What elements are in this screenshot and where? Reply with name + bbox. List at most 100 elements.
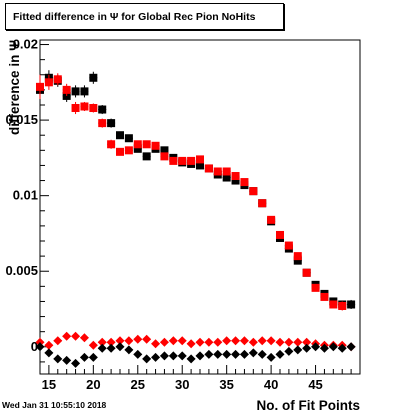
data-point-diamond-4: [168, 351, 178, 361]
data-point-diamond-4: [257, 349, 267, 359]
x-axis-label: No. of Fit Points: [257, 398, 361, 413]
data-point-square-2: [267, 215, 276, 224]
data-point-square-2: [187, 156, 196, 165]
data-point-square-2: [213, 167, 222, 176]
timestamp: Wed Jan 31 10:55:10 2018: [2, 400, 107, 410]
x-tick-label: 45: [308, 377, 322, 392]
data-point-square-2: [36, 82, 44, 91]
data-point-square-1: [231, 176, 240, 185]
data-point-diamond-4: [44, 348, 54, 358]
data-point-diamond-3: [53, 336, 63, 346]
data-point-diamond-4: [311, 342, 321, 352]
data-point-square-1: [222, 173, 231, 182]
data-point-square-2: [160, 152, 169, 161]
data-point-square-1: [116, 131, 124, 140]
data-point-diamond-4: [62, 355, 72, 365]
data-point-diamond-3: [248, 337, 258, 347]
data-point-square-1: [124, 134, 133, 143]
data-point-diamond-4: [328, 342, 338, 352]
data-point-diamond-3: [142, 334, 152, 344]
data-point-diamond-4: [186, 354, 196, 364]
y-tick-label: 0.015: [5, 112, 38, 127]
data-point-diamond-4: [346, 342, 356, 352]
data-point-square-2: [178, 156, 187, 165]
data-point-square-2: [240, 178, 249, 187]
data-point-square-1: [107, 119, 116, 128]
data-point-square-2: [311, 283, 320, 292]
data-point-square-2: [151, 141, 160, 150]
data-point-diamond-4: [53, 354, 63, 364]
data-point-square-2: [284, 241, 293, 250]
data-point-diamond-4: [115, 342, 125, 352]
data-point-diamond-4: [88, 352, 98, 362]
data-point-diamond-4: [337, 343, 347, 353]
data-point-diamond-4: [213, 349, 223, 359]
data-point-diamond-3: [231, 336, 241, 346]
data-point-diamond-3: [204, 337, 214, 347]
data-point-square-2: [249, 187, 258, 196]
data-point-diamond-4: [79, 352, 89, 362]
data-point-diamond-4: [302, 343, 312, 353]
data-point-diamond-4: [204, 349, 214, 359]
y-tick-label: 0.02: [13, 37, 38, 52]
data-point-diamond-3: [195, 337, 205, 347]
data-point-diamond-3: [62, 331, 72, 341]
data-point-diamond-3: [159, 337, 169, 347]
data-point-square-2: [53, 75, 62, 84]
data-point-square-2: [222, 167, 231, 176]
data-point-diamond-4: [142, 354, 152, 364]
data-point-diamond-3: [115, 336, 125, 346]
data-point-diamond-3: [97, 337, 107, 347]
data-point-square-2: [89, 104, 98, 113]
x-tick-label: 20: [86, 377, 100, 392]
data-point-diamond-4: [293, 345, 303, 355]
data-point-diamond-4: [222, 349, 232, 359]
data-point-diamond-3: [106, 337, 116, 347]
data-point-diamond-3: [124, 336, 134, 346]
data-point-diamond-4: [106, 343, 116, 353]
data-point-square-2: [169, 156, 178, 165]
data-point-square-1: [293, 256, 302, 265]
data-point-diamond-3: [293, 337, 303, 347]
data-point-square-1: [98, 105, 107, 114]
data-point-diamond-3: [213, 337, 223, 347]
data-point-diamond-3: [79, 333, 89, 343]
data-point-diamond-3: [257, 336, 267, 346]
data-point-diamond-3: [44, 340, 54, 350]
x-tick-label: 25: [131, 377, 145, 392]
data-point-diamond-4: [71, 358, 81, 368]
data-point-diamond-3: [266, 336, 276, 346]
data-point-diamond-4: [284, 346, 294, 356]
data-point-square-2: [338, 301, 347, 310]
data-point-diamond-4: [159, 351, 169, 361]
data-point-square-2: [116, 147, 124, 156]
data-point-square-2: [107, 140, 116, 149]
data-point-diamond-4: [239, 349, 249, 359]
data-point-square-1: [142, 152, 151, 161]
data-point-diamond-4: [231, 349, 241, 359]
data-point-diamond-3: [222, 336, 232, 346]
data-point-square-1: [89, 73, 98, 82]
data-point-square-2: [133, 140, 142, 149]
data-point-square-2: [44, 78, 53, 87]
x-tick-label: 15: [42, 377, 56, 392]
data-point-diamond-4: [275, 349, 285, 359]
data-point-diamond-3: [133, 334, 143, 344]
y-tick-label: 0: [31, 339, 38, 354]
data-point-diamond-4: [133, 349, 143, 359]
data-point-diamond-4: [124, 345, 134, 355]
data-point-diamond-4: [248, 348, 258, 358]
data-point-square-1: [80, 87, 89, 96]
data-point-square-2: [62, 85, 71, 94]
y-tick-label: 0.005: [5, 263, 38, 278]
data-point-diamond-4: [266, 352, 276, 362]
data-point-square-2: [124, 146, 133, 155]
data-point-square-2: [329, 300, 338, 309]
data-point-square-2: [142, 140, 151, 149]
x-tick-label: 35: [219, 377, 233, 392]
data-point-square-2: [196, 155, 204, 164]
data-point-diamond-3: [151, 339, 161, 349]
data-point-diamond-3: [177, 336, 187, 346]
